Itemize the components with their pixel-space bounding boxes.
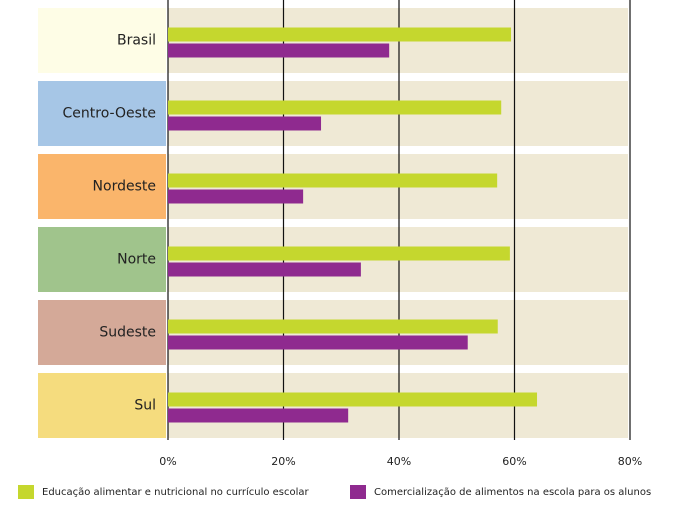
bar (168, 335, 468, 350)
bar (168, 43, 390, 58)
x-tick-label: 40% (387, 455, 411, 468)
category-label: Brasil (117, 33, 156, 49)
x-tick-label: 0% (159, 455, 176, 468)
category-label: Sul (134, 398, 156, 414)
x-tick-label: 60% (502, 455, 526, 468)
category-label: Sudeste (99, 325, 156, 341)
legend-label: Educação alimentar e nutricional no curr… (42, 486, 310, 498)
bar (168, 262, 361, 277)
bar (168, 173, 498, 188)
bar (168, 116, 322, 131)
legend-label: Comercialização de alimentos na escola p… (374, 487, 651, 498)
bar (168, 319, 498, 334)
bar (168, 392, 538, 407)
category-box (38, 300, 166, 365)
bar (168, 408, 349, 423)
bar (168, 189, 304, 204)
x-tick-label: 20% (271, 455, 295, 468)
category-box (38, 81, 166, 146)
category-label: Norte (117, 252, 156, 268)
bar (168, 100, 502, 115)
category-label: Nordeste (93, 179, 156, 195)
bar (168, 246, 510, 261)
legend-swatch (350, 485, 366, 499)
category-box (38, 227, 166, 292)
x-tick-label: 80% (618, 455, 642, 468)
category-box (38, 373, 166, 438)
category-box (38, 154, 166, 219)
category-box (38, 8, 166, 73)
legend-swatch (18, 485, 34, 499)
bar (168, 27, 512, 42)
category-label: Centro-Oeste (63, 106, 157, 122)
